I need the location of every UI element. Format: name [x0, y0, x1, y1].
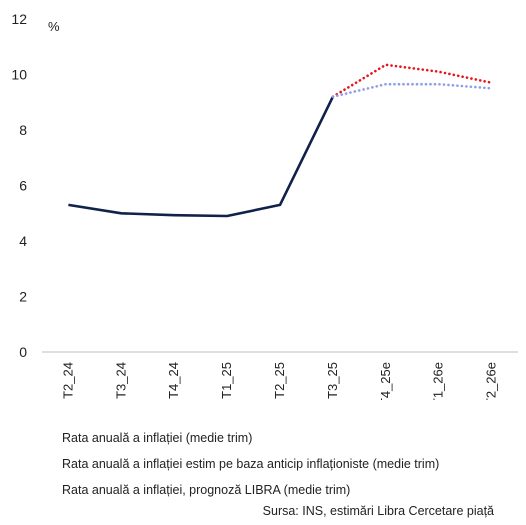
series-expectations-line [331, 63, 493, 98]
legend-label-expectations: Rata anuală a inflației estim pe baza an… [62, 457, 440, 471]
y-tick-label: 10 [11, 67, 27, 83]
legend-label-actual: Rata anuală a inflației (medie trim) [62, 431, 253, 445]
y-tick-label: 12 [11, 11, 27, 27]
inflation-line-chart: 0 2 4 6 8 10 12 % T2_24 T3_24 T4_24 T1_25 T2_25 T3_25… [11, 11, 518, 400]
x-tick-label: T3_25 [325, 362, 340, 399]
y-tick-label: 6 [19, 178, 27, 194]
series-actual-line [68, 96, 335, 218]
y-tick-label: 0 [19, 344, 27, 360]
x-tick-label: T1_26e [431, 362, 446, 400]
source-note: Sursa: INS, estimări Libra Cercetare pia… [262, 504, 494, 518]
legend-item-libra-forecast: Rata anuală a inflației, prognoză LIBRA … [14, 477, 524, 503]
legend: Rata anuală a inflației (medie trim) Rat… [14, 425, 524, 503]
y-tick-label: 2 [19, 289, 27, 305]
series-libra-line [331, 82, 493, 98]
x-tick-label: T2_26e [484, 362, 499, 400]
y-tick-label: 8 [19, 122, 27, 138]
legend-item-expectations-estimate: Rata anuală a inflației estim pe baza an… [14, 451, 524, 477]
y-unit-label: % [48, 19, 60, 34]
x-tick-label: T3_24 [113, 362, 128, 399]
legend-label-libra: Rata anuală a inflației, prognoză LIBRA … [62, 483, 351, 497]
x-tick-label: T4_25e [378, 362, 393, 400]
x-tick-label: T2_24 [60, 362, 75, 399]
x-tick-label: T4_24 [166, 362, 181, 399]
y-tick-label: 4 [19, 233, 27, 249]
x-tick-label: T2_25 [272, 362, 287, 399]
x-tick-label: T1_25 [219, 362, 234, 399]
legend-item-actual-inflation: Rata anuală a inflației (medie trim) [14, 425, 524, 451]
